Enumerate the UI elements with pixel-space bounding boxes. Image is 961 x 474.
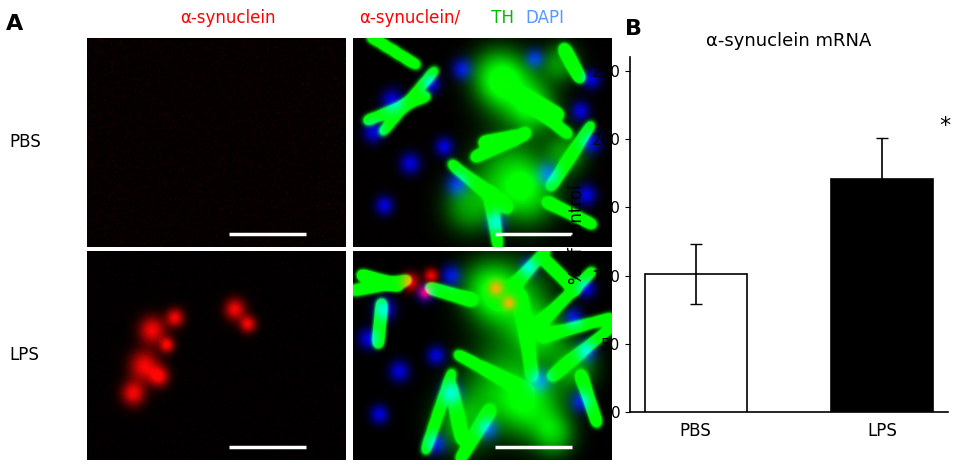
Text: α-synuclein: α-synuclein — [181, 9, 276, 27]
Y-axis label: % of control: % of control — [567, 185, 585, 284]
Text: A: A — [6, 14, 23, 34]
Text: B: B — [625, 19, 642, 39]
Text: α-synuclein/: α-synuclein/ — [358, 9, 459, 27]
Text: LPS: LPS — [10, 346, 39, 364]
Text: /: / — [516, 9, 522, 27]
Text: PBS: PBS — [10, 134, 41, 151]
Bar — [644, 274, 746, 412]
Text: *: * — [939, 116, 949, 136]
Text: DAPI: DAPI — [525, 9, 563, 27]
Text: TH: TH — [485, 9, 513, 27]
Title: α-synuclein mRNA: α-synuclein mRNA — [705, 32, 871, 50]
Bar — [830, 179, 932, 412]
